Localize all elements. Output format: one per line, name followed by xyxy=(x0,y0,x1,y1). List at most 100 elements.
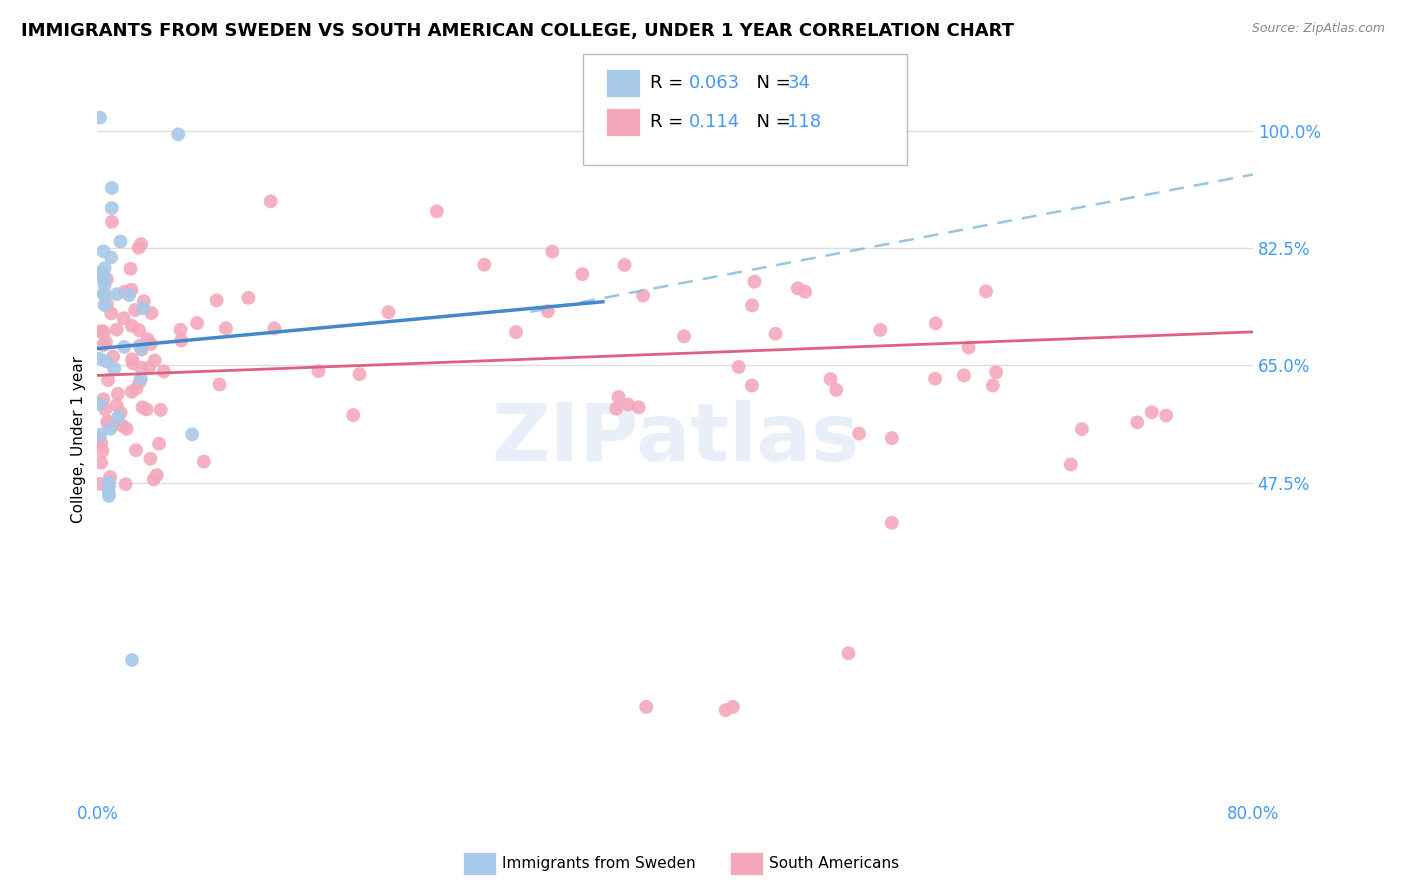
Point xyxy=(96,297,118,311)
Point xyxy=(128,339,150,353)
Text: 0.063: 0.063 xyxy=(689,74,740,92)
Point xyxy=(139,451,162,466)
Text: N =: N = xyxy=(745,74,797,92)
Point xyxy=(124,303,146,318)
Point xyxy=(794,285,817,299)
Point xyxy=(128,375,150,389)
Point xyxy=(93,286,115,301)
Text: 0.114: 0.114 xyxy=(689,113,740,131)
Point xyxy=(613,258,636,272)
Point xyxy=(105,287,128,301)
Point xyxy=(786,281,808,295)
Point xyxy=(114,477,136,491)
Point xyxy=(924,372,946,386)
Point xyxy=(96,414,118,428)
Point xyxy=(139,337,162,351)
Point xyxy=(89,111,111,125)
Point xyxy=(91,324,114,338)
Point xyxy=(984,365,1007,379)
Point xyxy=(121,384,143,399)
Point xyxy=(103,361,125,376)
Point xyxy=(925,316,948,330)
Point xyxy=(765,326,787,341)
Text: IMMIGRANTS FROM SWEDEN VS SOUTH AMERICAN COLLEGE, UNDER 1 YEAR CORRELATION CHART: IMMIGRANTS FROM SWEDEN VS SOUTH AMERICAN… xyxy=(21,22,1014,40)
Point xyxy=(131,401,153,415)
Point xyxy=(741,378,763,392)
Point xyxy=(120,261,142,276)
Point xyxy=(131,343,153,357)
Point xyxy=(93,338,115,352)
Point xyxy=(721,699,744,714)
Point xyxy=(120,283,142,297)
Point xyxy=(957,341,980,355)
Point xyxy=(101,215,124,229)
Point xyxy=(100,306,122,320)
Point xyxy=(93,244,115,259)
Point xyxy=(617,397,640,411)
Text: 34: 34 xyxy=(787,74,810,92)
Point xyxy=(105,398,128,412)
Point xyxy=(121,653,143,667)
Point xyxy=(101,181,124,195)
Point xyxy=(90,266,112,280)
Point xyxy=(101,201,124,215)
Point xyxy=(541,244,564,259)
Point xyxy=(112,340,135,354)
Point xyxy=(89,397,111,411)
Point xyxy=(107,387,129,401)
Text: Source: ZipAtlas.com: Source: ZipAtlas.com xyxy=(1251,22,1385,36)
Point xyxy=(93,273,115,287)
Point xyxy=(97,417,120,431)
Point xyxy=(472,258,495,272)
Point xyxy=(349,368,371,382)
Point xyxy=(96,272,118,286)
Point xyxy=(118,288,141,302)
Point xyxy=(125,443,148,458)
Point xyxy=(727,359,749,374)
Text: South Americans: South Americans xyxy=(769,856,900,871)
Point xyxy=(91,443,114,458)
Point xyxy=(100,422,122,436)
Point xyxy=(122,356,145,370)
Point xyxy=(97,373,120,387)
Point xyxy=(136,332,159,346)
Point xyxy=(537,304,560,318)
Point xyxy=(101,417,124,432)
Point xyxy=(96,354,118,368)
Point xyxy=(1154,409,1177,423)
Point xyxy=(627,401,650,415)
Point xyxy=(571,267,593,281)
Point xyxy=(208,377,231,392)
Point xyxy=(869,323,891,337)
Point xyxy=(848,426,870,441)
Point xyxy=(672,329,695,343)
Point xyxy=(101,350,124,364)
Text: R =: R = xyxy=(650,113,695,131)
Text: R =: R = xyxy=(650,74,689,92)
Point xyxy=(837,646,859,660)
Point xyxy=(110,235,132,249)
Point xyxy=(142,472,165,486)
Point xyxy=(89,428,111,442)
Point xyxy=(169,323,191,337)
Point xyxy=(97,485,120,500)
Text: N =: N = xyxy=(745,113,797,131)
Point xyxy=(741,298,763,312)
Point xyxy=(93,326,115,340)
Point xyxy=(129,371,152,385)
Point xyxy=(93,298,115,312)
Point xyxy=(880,516,903,530)
Point xyxy=(631,288,654,302)
Point xyxy=(170,334,193,348)
Point xyxy=(111,419,134,434)
Point xyxy=(93,271,115,285)
Point xyxy=(167,128,190,142)
Point xyxy=(215,321,238,335)
Point xyxy=(107,409,129,424)
Point xyxy=(260,194,283,209)
Text: Immigrants from Sweden: Immigrants from Sweden xyxy=(502,856,696,871)
Point xyxy=(145,468,167,483)
Point xyxy=(125,381,148,395)
Point xyxy=(505,325,527,339)
Point xyxy=(820,372,842,386)
